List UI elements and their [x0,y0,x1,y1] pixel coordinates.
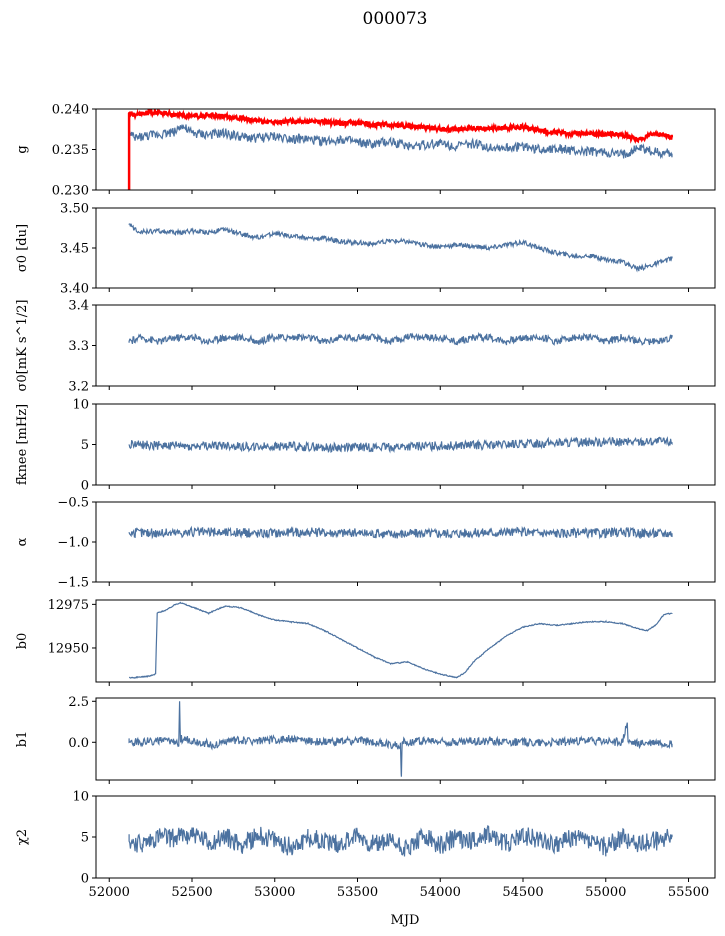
y-tick-label: 3.3 [68,339,89,354]
y-tick-label: 12950 [48,641,89,656]
panel-1: 0.230 0.235 0.240 g [15,103,716,199]
panel-5: −1.5 −1.0 −0.5 α [15,496,716,591]
axes-frame [95,599,716,683]
y-tick-label: 0 [81,479,89,494]
panel-6: 12950 12975 b0 [15,598,716,686]
y-axis-label: χ2 [15,829,30,845]
y-tick-label: 10 [72,790,89,805]
series-line-red [128,109,674,145]
y-axis-label: b1 [15,731,30,748]
y-tick-label: 0.230 [52,184,89,199]
axes-frame [95,501,716,583]
series-line [128,436,673,454]
panel-7: 0.0 2.5 b1 [15,695,716,784]
axes-frame [95,108,716,191]
series-line [128,124,673,160]
panel-2: 3.40 3.45 3.50 σ0 [du] [15,202,716,297]
y-tick-label: 3.2 [68,380,89,395]
y-axis-label: σ0[mK s^1/2] [15,300,30,392]
panel-8: 0 5 10 52000 52500 53000 53500 54000 54500 55000 5… [15,790,716,900]
y-tick-label: 3.4 [68,299,89,314]
series-line [128,331,673,346]
panel-4: 0 5 10 fknee [mHz] [15,398,716,494]
y-tick-label: 2.5 [68,695,89,710]
x-tick-label: 52500 [171,885,212,900]
y-axis-label: g [15,145,30,153]
y-axis-label: fknee [mHz] [15,404,30,485]
axes-frame [95,207,716,289]
y-tick-label: 5 [81,831,89,846]
y-tick-label: 0.235 [52,143,89,158]
series-line [128,223,673,273]
y-tick-label: 3.50 [60,202,89,217]
y-tick-label: 12975 [48,598,89,613]
figure-title: 000073 [363,9,428,29]
series-line [128,701,673,777]
y-tick-label: 5 [81,438,89,453]
series-line [128,601,673,679]
y-tick-label: 3.40 [60,282,89,297]
y-axis-label: σ0 [du] [15,224,30,272]
x-tick-label: 55000 [585,885,626,900]
axes-frame [95,304,716,387]
x-tick-label: 52000 [89,885,130,900]
y-axis-label: b0 [15,633,30,650]
x-tick-label: 54500 [502,885,543,900]
y-tick-label: 0.240 [52,103,89,118]
x-tick-label: 54000 [420,885,461,900]
y-tick-label: 3.45 [60,242,89,257]
y-tick-label: 0.0 [68,736,89,751]
y-axis-label: α [15,537,30,546]
y-tick-label: −1.0 [57,536,89,551]
series-line [128,824,673,857]
x-tick-label: 55500 [668,885,709,900]
y-tick-label: 0 [81,872,89,887]
axes-frame [95,403,716,486]
panel-3: 3.2 3.3 3.4 σ0[mK s^1/2] [15,299,716,395]
y-tick-label: 10 [72,398,89,413]
x-tick-label: 53000 [254,885,295,900]
y-tick-label: −0.5 [57,496,89,511]
axes-frame [95,697,716,781]
x-tick-label: 53500 [337,885,378,900]
y-tick-label: −1.5 [57,576,89,591]
x-axis-label: MJD [391,913,420,928]
series-line [128,525,673,540]
